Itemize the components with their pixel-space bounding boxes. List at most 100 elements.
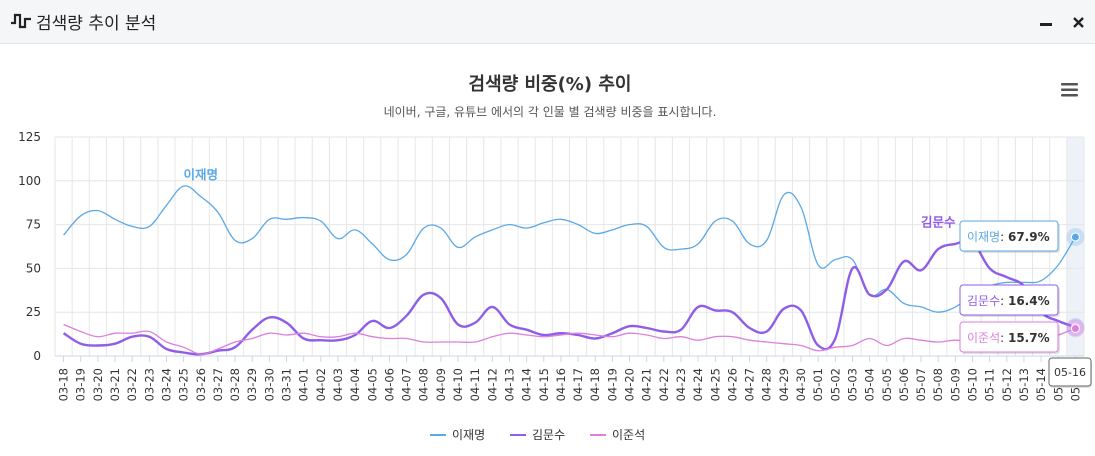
tooltip-item: 이재명: 67.9% — [959, 220, 1060, 253]
hover-band-rect — [1066, 137, 1084, 356]
x-tick-label: 05-01 — [811, 368, 825, 401]
x-tick-label: 04-26 — [725, 368, 739, 401]
close-button[interactable] — [1067, 10, 1091, 34]
x-tick-label: 03-26 — [194, 368, 208, 401]
tooltip-separator: : — [1000, 331, 1008, 345]
series-annotation-label: 김문수 — [921, 214, 956, 229]
x-tick-label: 04-04 — [348, 368, 362, 401]
tooltip-text: 이재명: 67.9% — [967, 230, 1050, 244]
x-tick-label: 04-13 — [502, 368, 516, 401]
y-axis: 0 25 50 75 100 125 — [18, 130, 41, 363]
x-tick-label: 04-22 — [657, 368, 671, 401]
legend-item[interactable]: 이준석 — [590, 428, 645, 442]
x-tick-label: 04-03 — [331, 368, 345, 401]
x-tick-label: 05-11 — [983, 368, 997, 401]
tooltip-value: 15.7% — [1008, 331, 1050, 345]
x-tick-label: 05-07 — [914, 368, 928, 401]
series-3-hover-point[interactable] — [1070, 323, 1080, 333]
series-1-hover-point[interactable] — [1070, 232, 1080, 242]
tooltip-x-label: 05-16 — [1054, 366, 1086, 379]
x-tick-label: 05-10 — [966, 368, 980, 401]
window-header: 검색량 추이 분석 — [0, 0, 1095, 44]
tooltip-separator: : — [1000, 294, 1008, 308]
tooltip-value: 16.4% — [1008, 294, 1050, 308]
x-tick-label: 03-19 — [74, 368, 88, 401]
legend-label: 김문수 — [532, 428, 565, 442]
legend-item[interactable]: 김문수 — [510, 428, 565, 442]
x-tick-label: 05-09 — [948, 368, 962, 401]
minimize-icon — [1040, 23, 1052, 26]
x-tick-label: 03-30 — [262, 368, 276, 401]
y-tick-label: 125 — [18, 130, 41, 144]
series-1-line — [63, 185, 1076, 313]
y-tick-label: 75 — [26, 218, 41, 232]
x-tick-label: 03-22 — [125, 368, 139, 401]
x-tick-label: 04-29 — [777, 368, 791, 401]
x-tick-label: 04-20 — [623, 368, 637, 401]
x-tick-label: 03-31 — [280, 368, 294, 401]
x-tick-label: 03-29 — [245, 368, 259, 401]
legend: 이재명 김문수 이준석 — [430, 428, 645, 442]
tooltip: 이재명: 67.9% 김문수: 16.4% 이준석: 15.7% 05-16 — [959, 220, 1092, 388]
tooltip-text: 김문수: 16.4% — [967, 294, 1050, 308]
close-icon — [1073, 17, 1084, 28]
x-tick-label: 05-03 — [845, 368, 859, 401]
x-tick-label: 04-02 — [314, 368, 328, 401]
x-tick-label: 03-24 — [159, 368, 173, 401]
tooltip-series-name: 이재명 — [967, 230, 1000, 244]
tooltip-separator: : — [1000, 230, 1008, 244]
x-tick-label: 05-04 — [863, 368, 877, 401]
tooltip-text: 이준석: 15.7% — [967, 331, 1050, 345]
legend-label: 이재명 — [452, 428, 485, 442]
window-title: 검색량 추이 분석 — [36, 14, 157, 34]
x-tick-label: 03-27 — [211, 368, 225, 401]
x-tick-label: 04-05 — [365, 368, 379, 401]
x-tick-label: 04-28 — [760, 368, 774, 401]
y-tick-label: 100 — [18, 174, 41, 188]
x-tick-label: 04-16 — [554, 368, 568, 401]
x-tick-label: 03-21 — [108, 368, 122, 401]
x-tick-label: 04-19 — [605, 368, 619, 401]
hamburger-menu-icon — [1061, 83, 1078, 97]
chart-menu-button[interactable] — [1058, 80, 1082, 100]
x-tick-label: 04-15 — [537, 368, 551, 401]
chart-title: 검색량 비중(%) 추이 — [469, 74, 632, 95]
x-tick-label: 04-21 — [640, 368, 654, 401]
tooltip-item: 김문수: 16.4% — [959, 284, 1060, 317]
grid — [54, 136, 1085, 357]
tooltip-x-box — [1048, 357, 1092, 387]
minimize-button[interactable] — [1034, 10, 1058, 34]
y-tick-label: 50 — [26, 261, 41, 275]
y-tick-label: 25 — [26, 305, 41, 319]
x-tick-label: 04-06 — [382, 368, 396, 401]
hover-band — [1066, 137, 1084, 356]
x-tick-label: 04-14 — [520, 368, 534, 401]
y-tick-label: 0 — [33, 349, 41, 363]
x-tick-label: 05-12 — [1000, 368, 1014, 401]
x-tick-label: 03-20 — [91, 368, 105, 401]
tooltip-box — [959, 220, 1059, 252]
x-tick-label: 04-08 — [417, 368, 431, 401]
x-tick-label: 04-25 — [708, 368, 722, 401]
x-tick-label: 04-11 — [468, 368, 482, 401]
x-tick-label: 03-23 — [142, 368, 156, 401]
x-tick-label: 04-17 — [571, 368, 585, 401]
x-tick-label: 03-18 — [57, 368, 71, 401]
tooltip-item: 이준석: 15.7% — [959, 321, 1060, 354]
x-axis: 03-18 03-19 03-20 03-21 03-22 03-23 03-24 03-25… — [57, 356, 1082, 401]
series-annotation-label: 이재명 — [184, 167, 219, 182]
x-tick-label: 04-18 — [588, 368, 602, 401]
legend-label: 이준석 — [612, 428, 645, 442]
x-tick-label: 04-12 — [485, 368, 499, 401]
x-tick-label: 04-07 — [400, 368, 414, 401]
series-group — [62, 185, 1085, 356]
series-3-line — [63, 323, 1076, 355]
pulse-wave-icon — [11, 13, 31, 29]
x-tick-label: 05-05 — [880, 368, 894, 401]
legend-item[interactable]: 이재명 — [430, 428, 485, 442]
x-tick-label: 05-14 — [1034, 368, 1048, 401]
tooltip-value: 67.9% — [1008, 230, 1050, 244]
x-tick-label: 04-24 — [691, 368, 705, 401]
